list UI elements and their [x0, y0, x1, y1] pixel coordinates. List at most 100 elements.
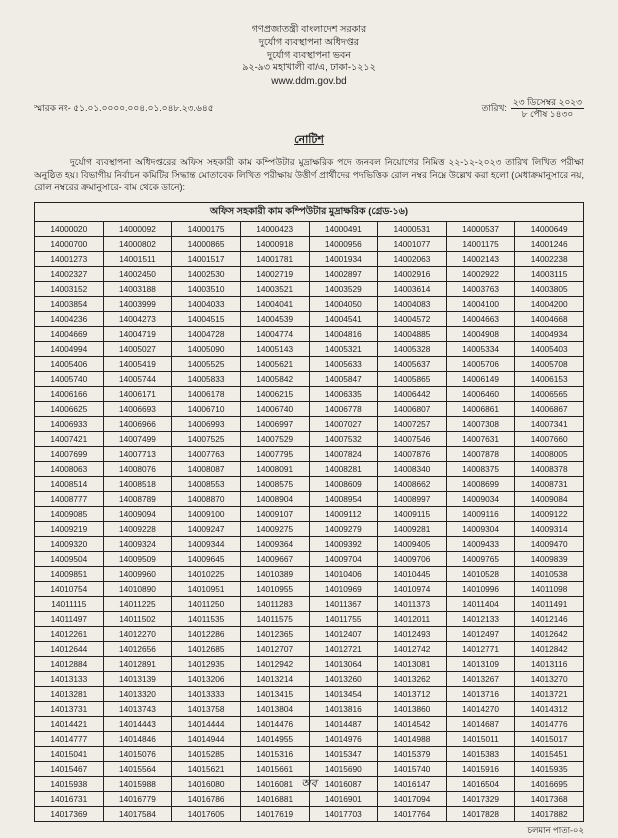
notice-title: নোটিশ — [34, 131, 584, 150]
roll-cell: 14015621 — [172, 761, 241, 776]
table-row: 1401373114013743140137581401380414013816… — [35, 701, 584, 716]
roll-cell: 14009112 — [309, 506, 378, 521]
roll-cell: 14004273 — [103, 311, 172, 326]
roll-cell: 14013116 — [515, 656, 584, 671]
table-row: 1400693314006966140069931400699714007027… — [35, 416, 584, 431]
roll-cell: 14006740 — [240, 401, 309, 416]
roll-cell: 14003521 — [240, 281, 309, 296]
table-row: 1400002014000092140001751400042314000491… — [35, 221, 584, 236]
signature-mark: অব — [301, 775, 317, 794]
roll-cell: 14008662 — [378, 476, 447, 491]
roll-cell: 14012656 — [103, 641, 172, 656]
roll-cell: 14015938 — [35, 776, 104, 791]
roll-cell: 14009094 — [103, 506, 172, 521]
roll-cell: 14003763 — [446, 281, 515, 296]
roll-cell: 14008954 — [309, 491, 378, 506]
roll-cell: 14015379 — [378, 746, 447, 761]
roll-cell: 14002238 — [515, 251, 584, 266]
roll-cell: 14012644 — [35, 641, 104, 656]
roll-cell: 14008378 — [515, 461, 584, 476]
roll-cell: 14008281 — [309, 461, 378, 476]
table-row: 1400908514009094140091001400910714009112… — [35, 506, 584, 521]
roll-cell: 14005419 — [103, 356, 172, 371]
roll-cell: 14008340 — [378, 461, 447, 476]
roll-cell: 14005847 — [309, 371, 378, 386]
roll-cell: 14009247 — [172, 521, 241, 536]
roll-cell: 14002916 — [378, 266, 447, 281]
roll-cell: 14012133 — [446, 611, 515, 626]
table-row: 1400466914004719140047281400477414004816… — [35, 326, 584, 341]
roll-cell: 14004816 — [309, 326, 378, 341]
roll-cell: 14007660 — [515, 431, 584, 446]
roll-cell: 14015017 — [515, 731, 584, 746]
roll-cell: 14008731 — [515, 476, 584, 491]
roll-cell: 14003115 — [515, 266, 584, 281]
roll-cell: 14009084 — [515, 491, 584, 506]
roll-cell: 14017764 — [378, 806, 447, 821]
roll-cell: 14014444 — [172, 716, 241, 731]
date-bangla: ৮ পৌষ ১৪৩০ — [511, 109, 584, 121]
roll-cell: 14012942 — [240, 656, 309, 671]
roll-cell: 14013109 — [446, 656, 515, 671]
roll-cell: 14004774 — [240, 326, 309, 341]
roll-cell: 14003152 — [35, 281, 104, 296]
roll-cell: 14006171 — [103, 386, 172, 401]
roll-cell: 14009100 — [172, 506, 241, 521]
roll-cell: 14002450 — [103, 266, 172, 281]
roll-cell: 14007341 — [515, 416, 584, 431]
roll-cell: 14009392 — [309, 536, 378, 551]
roll-cell: 14013716 — [446, 686, 515, 701]
roll-cell: 14004541 — [309, 311, 378, 326]
table-row: 1400806314008076140080871400809114008281… — [35, 461, 584, 476]
roll-cell: 14005633 — [309, 356, 378, 371]
roll-cell: 14015383 — [446, 746, 515, 761]
roll-table: অফিস সহকারী কাম কম্পিউটার মুদ্রাক্ষরিক (… — [34, 202, 584, 822]
roll-cell: 14016081 — [240, 776, 309, 791]
roll-cell: 14000537 — [446, 221, 515, 236]
roll-cell: 14005090 — [172, 341, 241, 356]
roll-cell: 14012891 — [103, 656, 172, 671]
roll-cell: 14006335 — [309, 386, 378, 401]
roll-cell: 14011367 — [309, 596, 378, 611]
roll-cell: 14004994 — [35, 341, 104, 356]
roll-cell: 14014476 — [240, 716, 309, 731]
roll-cell: 14004885 — [378, 326, 447, 341]
ref-value: ৫১.০১.০০০০.০০৪.০১.০৪৮.২৩.৬৪৫ — [73, 103, 213, 113]
roll-cell: 14000020 — [35, 221, 104, 236]
roll-cell: 14013270 — [515, 671, 584, 686]
roll-cell: 14000092 — [103, 221, 172, 236]
roll-cell: 14001273 — [35, 251, 104, 266]
roll-cell: 14014687 — [446, 716, 515, 731]
roll-cell: 14014846 — [103, 731, 172, 746]
roll-cell: 14006153 — [515, 371, 584, 386]
roll-cell: 14013081 — [378, 656, 447, 671]
roll-cell: 14009304 — [446, 521, 515, 536]
roll-cell: 14001781 — [240, 251, 309, 266]
roll-cell: 14011404 — [446, 596, 515, 611]
roll-cell: 14002063 — [378, 251, 447, 266]
roll-cell: 14009122 — [515, 506, 584, 521]
roll-cell: 14008076 — [103, 461, 172, 476]
roll-cell: 14007546 — [378, 431, 447, 446]
reference-date-row: স্মারক নং- ৫১.০১.০০০০.০০৪.০১.০৪৮.২৩.৬৪৫ … — [34, 97, 584, 121]
roll-cell: 14015347 — [309, 746, 378, 761]
table-row: 1400315214003188140035101400352114003529… — [35, 281, 584, 296]
table-row: 1400921914009228140092471400927514009279… — [35, 521, 584, 536]
roll-cell: 14015467 — [35, 761, 104, 776]
roll-cell: 14016731 — [35, 791, 104, 806]
roll-cell: 14017882 — [515, 806, 584, 821]
roll-cell: 14012935 — [172, 656, 241, 671]
roll-cell: 14010445 — [378, 566, 447, 581]
roll-cell: 14009765 — [446, 551, 515, 566]
roll-cell: 14015076 — [103, 746, 172, 761]
roll-cell: 14009364 — [240, 536, 309, 551]
roll-cell: 14003188 — [103, 281, 172, 296]
table-row: 1400851414008518140085531400857514008609… — [35, 476, 584, 491]
roll-cell: 14006807 — [378, 401, 447, 416]
roll-cell: 14000865 — [172, 236, 241, 251]
roll-cell: 14001077 — [378, 236, 447, 251]
roll-cell: 14013206 — [172, 671, 241, 686]
roll-cell: 14003614 — [378, 281, 447, 296]
table-row: 1400662514006693140067101400674014006778… — [35, 401, 584, 416]
roll-cell: 14012707 — [240, 641, 309, 656]
